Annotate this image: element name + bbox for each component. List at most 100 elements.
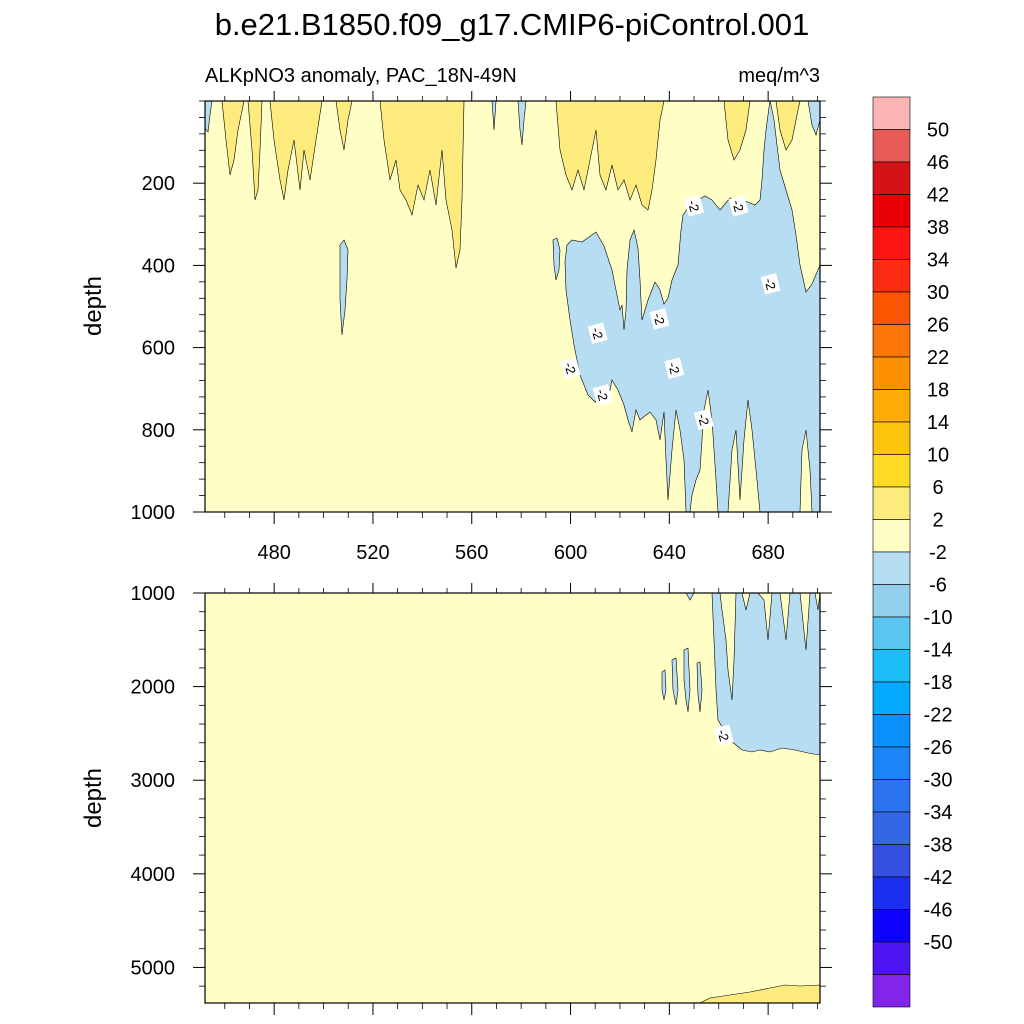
y-tick-label: 5000: [131, 957, 176, 979]
colorbar-box: [872, 811, 911, 845]
upper-positive-patch: [269, 101, 323, 201]
contour-label: -2: [728, 195, 749, 217]
colorbar: 50 46 42 38 34 30 26 22 18 14 10 6 2 -2 -6 -10 -14 -18 -22…: [872, 96, 953, 1008]
colorbar-box: [872, 389, 911, 423]
upper-positive-patch: [775, 101, 801, 151]
contour-label-background: [760, 273, 781, 295]
upper-x-ticks: 480 520 560 600 640 680: [224, 91, 818, 564]
upper-contour-labels: -2 -2 -2 -2 -2 -2 -2 -2 -2: [560, 195, 781, 431]
colorbar-box: [872, 616, 911, 650]
colorbar-label: 30: [927, 282, 949, 304]
chart-units: meq/m^3: [738, 65, 820, 87]
colorbar-box: [872, 551, 911, 585]
colorbar-label: 6: [932, 477, 943, 499]
colorbar-label: -30: [924, 770, 953, 792]
contour-label: -2: [592, 384, 613, 406]
colorbar-box: [872, 421, 911, 455]
colorbar-label: -42: [924, 867, 953, 889]
colorbar-label: -2: [929, 542, 947, 564]
colorbar-box: [872, 714, 911, 748]
colorbar-label: -34: [924, 802, 953, 824]
contour-label-background: [683, 195, 705, 217]
y-tick-label: 800: [142, 420, 175, 442]
upper-negative-patch: [807, 101, 820, 136]
lower-negative-patch: [685, 593, 695, 601]
colorbar-label: 22: [927, 347, 949, 369]
colorbar-box: [872, 844, 911, 878]
upper-negative-patch: [564, 101, 820, 512]
colorbar-box: [872, 194, 911, 228]
lower-negative-patch: [683, 647, 691, 713]
contour-label: -2: [713, 724, 734, 747]
upper-positive-patch: [723, 101, 751, 161]
upper-negative-patch: [552, 237, 561, 281]
colorbar-box: [872, 454, 911, 488]
upper-negative-patch: [205, 101, 213, 133]
lower-contour-labels: -2: [713, 724, 734, 747]
upper-y-ticks: 200 400 600 800 1000: [131, 100, 832, 524]
contour-label-text: -2: [685, 198, 702, 213]
lower-negative-patch: [696, 661, 703, 713]
lower-panel-background: [205, 593, 820, 1003]
colorbar-label: -6: [929, 575, 947, 597]
colorbar-box: [872, 681, 911, 715]
upper-positive-patch: [247, 101, 263, 201]
colorbar-box: [872, 649, 911, 683]
contour-label-background: [649, 308, 670, 330]
contour-label-text: -2: [665, 361, 682, 376]
colorbar-box: [872, 746, 911, 780]
contour-label-text: -2: [714, 728, 731, 743]
contour-label: -2: [664, 357, 685, 379]
lower-panel: 1000 2000 3000 4000 5000 -2: [131, 583, 832, 1015]
contour-label: -2: [649, 308, 670, 330]
lower-negative-patch: [711, 593, 820, 756]
lower-contour-fills: [661, 593, 820, 1003]
colorbar-box: [872, 584, 911, 618]
lower-y-ticks: 1000 2000 3000 4000 5000: [131, 583, 832, 987]
colorbar-label: 14: [927, 412, 949, 434]
colorbar-box: [872, 324, 911, 358]
contour-label-text: -2: [650, 311, 667, 326]
x-tick-label: 480: [257, 542, 290, 564]
colorbar-label: -26: [924, 737, 953, 759]
upper-positive-patch: [555, 101, 665, 211]
contour-label-text: -2: [761, 276, 778, 291]
chart-title: b.e21.B1850.f09_g17.CMIP6-piControl.001: [215, 7, 810, 42]
colorbar-box: [872, 356, 911, 390]
contour-label: -2: [587, 322, 608, 344]
contour-label-text: -2: [729, 198, 746, 213]
y-tick-label: 400: [142, 255, 175, 277]
contour-label: -2: [683, 195, 705, 217]
colorbar-label: -38: [924, 835, 953, 857]
upper-negative-patch: [491, 101, 497, 131]
y-tick-label: 600: [142, 338, 175, 360]
colorbar-box: [872, 129, 911, 163]
upper-positive-patch: [221, 101, 245, 176]
colorbar-label: 46: [927, 152, 949, 174]
lower-y-axis-label: depth: [80, 768, 107, 828]
colorbar-label: 18: [927, 380, 949, 402]
upper-negative-patch: [517, 101, 527, 146]
contour-label-background: [664, 357, 685, 379]
contour-label-text: -2: [588, 326, 605, 341]
upper-negative-patch: [339, 239, 349, 336]
lower-panel-frame: [204, 592, 821, 1004]
contour-label-background: [560, 357, 581, 379]
y-tick-label: 1000: [131, 502, 176, 524]
colorbar-label: 42: [927, 185, 949, 207]
colorbar-label: 10: [927, 445, 949, 467]
colorbar-label: 34: [927, 250, 949, 272]
upper-y-axis-label: depth: [80, 276, 107, 336]
lower-positive-patch: [699, 984, 820, 1003]
colorbar-box: [872, 941, 911, 975]
chart-subtitle-left: ALKpNO3 anomaly, PAC_18N-49N: [205, 65, 517, 87]
y-tick-label: 4000: [131, 864, 176, 886]
colorbar-box: [872, 876, 911, 910]
colorbar-box: [872, 909, 911, 943]
colorbar-box: [872, 226, 911, 260]
contour-label-text: -2: [695, 412, 712, 427]
colorbar-box: [872, 519, 911, 553]
x-tick-label: 600: [554, 542, 587, 564]
